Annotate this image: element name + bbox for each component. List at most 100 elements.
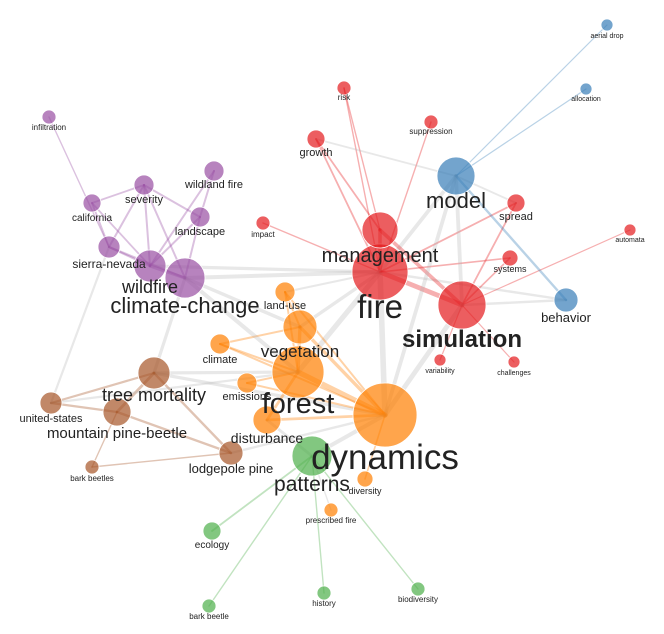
label-bark-beetles: bark beetles [70,474,114,483]
label-history: history [312,599,336,608]
edge-wildfire-wildland-fire [149,170,215,267]
node-land-use[interactable] [274,281,296,303]
node-model[interactable] [436,156,476,196]
label-systems: systems [493,264,527,274]
label-severity: severity [125,194,163,206]
node-severity[interactable] [133,174,155,196]
label-tree-mortality: tree mortality [102,385,206,405]
node-diversity[interactable] [356,470,374,488]
node-landscape[interactable] [189,206,211,228]
edge-tree-mortality-lodgepole-pine [152,371,233,455]
node-infiltration[interactable] [41,109,57,125]
label-united-states: united-states [20,413,83,425]
node-growth[interactable] [306,129,326,149]
edge-model-behavior [454,174,568,302]
label-behavior: behavior [541,310,592,325]
node-challenges[interactable] [507,355,521,369]
node-impact[interactable] [255,215,271,231]
label-climate: climate [203,354,238,366]
edge-vegetation-climate-change [183,276,302,329]
label-climate-change: climate-change [110,293,259,318]
node-sierra-nevada[interactable] [97,235,121,259]
edge-patterns-history [311,455,325,594]
label-suppression: suppression [409,127,452,136]
node-ecology[interactable] [202,521,222,541]
edge-landscape-severity [143,184,201,218]
node-lodgepole-pine[interactable] [218,440,244,466]
edge-united-states-sierra-nevada [49,245,111,405]
node-biodiversity[interactable] [410,581,426,597]
label-landscape: landscape [175,226,225,238]
edge-sierra-nevada-infiltration [48,116,110,248]
label-fire: fire [357,288,403,325]
node-california[interactable] [82,193,102,213]
label-automata: automata [615,237,644,244]
node-management[interactable] [361,211,399,249]
node-suppression[interactable] [423,114,439,130]
edge-model-dynamics [383,174,458,417]
node-prescribed-fire[interactable] [323,502,339,518]
edge-sierra-nevada-severity [108,184,145,248]
edge-management-risk [343,87,381,231]
edge-simulation-automata [461,229,631,306]
edge-tree-mortality-united-states [49,371,156,405]
edge-model-growth [315,138,457,177]
node-climate-change[interactable] [164,257,206,299]
node-history[interactable] [316,585,332,601]
edge-patterns-bark-beetle [208,455,313,607]
node-behavior[interactable] [553,287,579,313]
label-dynamics: dynamics [311,438,459,477]
label-forest: forest [262,388,335,420]
edge-united-states-forest [49,370,300,405]
label-layer: fire management simulation risk suppression g… [20,33,645,621]
node-vegetation[interactable] [282,309,318,345]
label-prescribed-fire: prescribed fire [306,516,357,525]
label-land-use: land-use [264,300,306,312]
label-simulation: simulation [402,326,522,353]
edge-management-growth [315,138,381,231]
node-mountain-pine-beetle[interactable] [102,397,132,427]
edge-patterns-ecology [211,455,313,532]
label-ecology: ecology [195,540,229,551]
label-wildland-fire: wildland fire [184,179,243,191]
label-lodgepole-pine: lodgepole pine [189,461,274,476]
node-wildfire[interactable] [133,249,167,283]
label-allocation: allocation [571,96,601,103]
node-climate[interactable] [209,333,231,355]
node-aerial-drop[interactable] [600,18,614,32]
edge-dynamics-tree-mortality [152,371,387,417]
label-vegetation: vegetation [261,342,339,361]
label-risk: risk [338,93,351,102]
node-allocation[interactable] [579,82,593,96]
edge-model-allocation [455,88,587,177]
node-bark-beetle[interactable] [201,598,217,614]
node-variability[interactable] [433,353,447,367]
label-biodiversity: biodiversity [398,595,438,604]
label-wildfire: wildfire [121,277,178,297]
node-bark-beetles[interactable] [84,459,100,475]
label-aerial-drop: aerial drop [590,33,623,40]
label-california: california [72,213,112,224]
label-mountain-pine-beetle: mountain pine-beetle [47,425,187,442]
edge-mountain-pine-beetle-lodgepole-pine [115,410,233,455]
label-growth: growth [299,147,332,159]
node-emissions[interactable] [236,372,258,394]
node-spread[interactable] [506,193,526,213]
node-automata[interactable] [623,223,637,237]
edge-model-aerial-drop [455,24,608,177]
node-wildland-fire[interactable] [203,160,225,182]
node-risk[interactable] [336,80,352,96]
label-impact: impact [251,230,275,239]
node-systems[interactable] [501,249,519,267]
node-dynamics[interactable] [352,382,418,448]
node-layer [39,18,637,614]
node-simulation[interactable] [437,280,487,330]
node-united-states[interactable] [39,391,63,415]
label-challenges: challenges [497,370,531,377]
node-disturbance[interactable] [252,405,282,435]
node-forest[interactable] [271,345,325,399]
node-tree-mortality[interactable] [137,356,171,390]
node-patterns[interactable] [291,435,333,477]
label-diversity: diversity [348,486,382,496]
label-emissions: emissions [223,391,272,403]
